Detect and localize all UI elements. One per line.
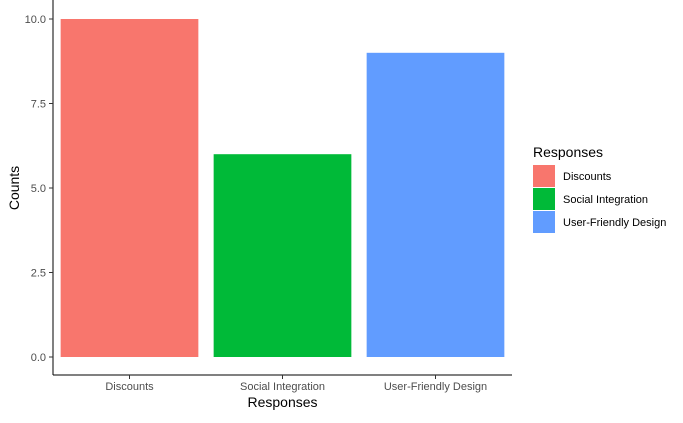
legend: Responses Discounts Social Integration Use… xyxy=(533,144,666,233)
y-tick-label: 7.5 xyxy=(31,99,46,111)
y-tick-label: 5.0 xyxy=(31,183,46,195)
y-tick-label: 0.0 xyxy=(31,352,46,364)
legend-title: Responses xyxy=(533,144,603,160)
x-ticks: Discounts Social Integration User-Friendly… xyxy=(105,375,487,393)
y-tick-label: 2.5 xyxy=(31,268,46,280)
legend-items: Discounts Social Integration User-Friendly… xyxy=(533,165,666,233)
bar-social-integration xyxy=(213,154,352,357)
bars-layer xyxy=(60,19,505,358)
x-tick-label: Discounts xyxy=(105,381,154,393)
legend-swatch xyxy=(533,188,555,210)
legend-swatch xyxy=(533,165,555,187)
legend-swatch xyxy=(533,211,555,233)
legend-label: Social Integration xyxy=(563,194,648,206)
x-tick-label: Social Integration xyxy=(240,381,325,393)
legend-label: User-Friendly Design xyxy=(563,217,666,229)
x-axis-title: Responses xyxy=(247,394,317,410)
bar-user-friendly-design xyxy=(366,52,505,358)
x-tick-label: User-Friendly Design xyxy=(384,381,487,393)
y-axis-title: Counts xyxy=(6,166,22,210)
legend-label: Discounts xyxy=(563,171,612,183)
y-tick-label: 10.0 xyxy=(25,14,46,26)
y-ticks: 0.0 2.5 5.0 7.5 10.0 xyxy=(25,14,53,364)
bar-discounts xyxy=(60,19,199,357)
